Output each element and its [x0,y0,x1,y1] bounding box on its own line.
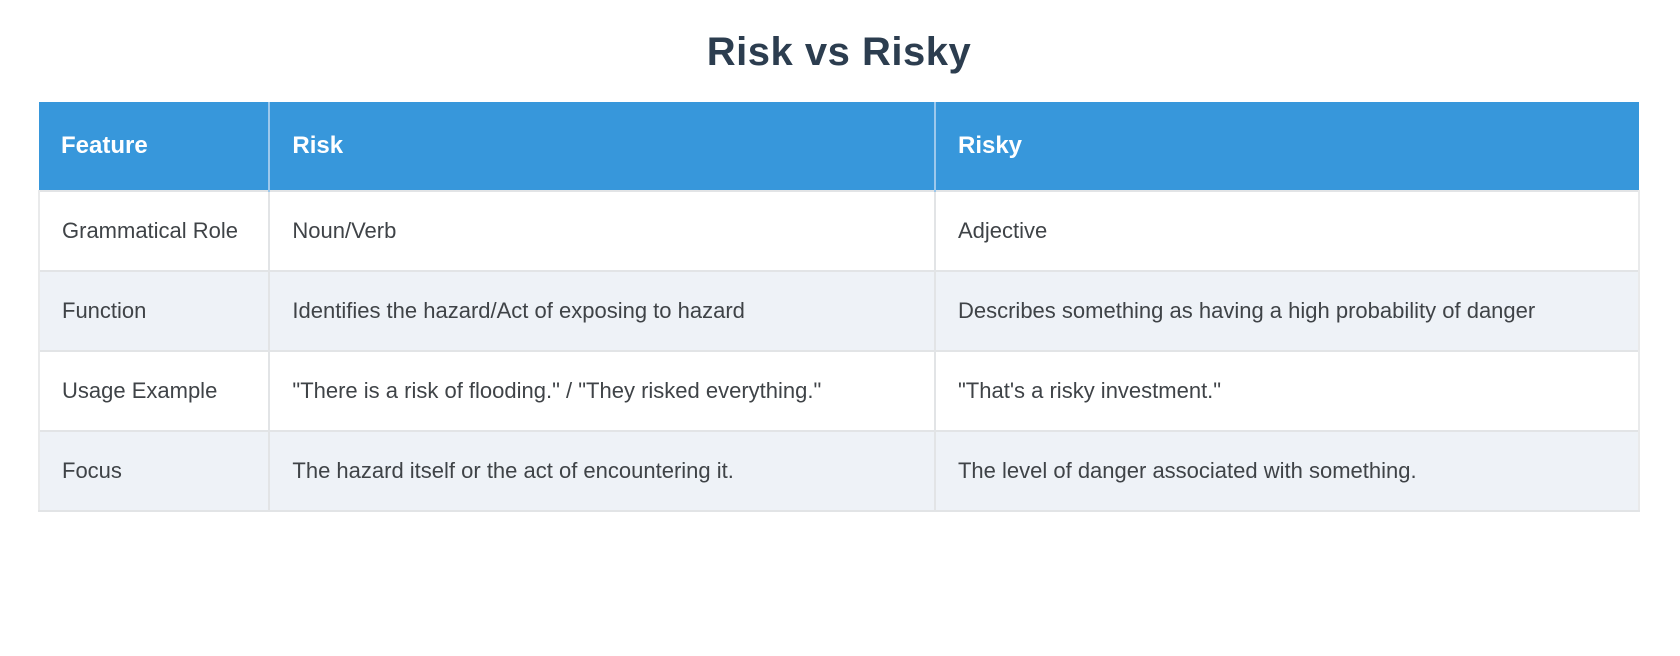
table-row-function: Function Identifies the hazard/Act of ex… [37,270,1641,351]
column-header-feature: Feature [39,102,270,191]
risky-cell: "That's a risky investment." [933,350,1641,431]
risky-cell: Adjective [933,190,1641,271]
table-row-focus: Focus The hazard itself or the act of en… [37,430,1641,512]
risk-cell: The hazard itself or the act of encounte… [268,430,935,512]
risk-cell: Noun/Verb [268,190,935,271]
column-header-risky: Risky [933,102,1639,191]
feature-cell: Grammatical Role [37,190,270,271]
table-row-usage-example: Usage Example "There is a risk of floodi… [37,350,1641,431]
risk-cell: "There is a risk of flooding." / "They r… [268,350,935,431]
feature-cell: Usage Example [37,350,270,431]
header-row: Feature Risk Risky [39,102,1639,191]
feature-cell: Focus [37,430,270,512]
risky-cell: Describes something as having a high pro… [933,270,1641,351]
risky-cell: The level of danger associated with some… [933,430,1641,512]
page: Risk vs Risky Feature Risk Risky Grammat… [37,30,1641,512]
feature-cell: Function [37,270,270,351]
table-row-grammatical-role: Grammatical Role Noun/Verb Adjective [37,190,1641,271]
comparison-table: Feature Risk Risky Grammatical Role Noun… [37,102,1641,512]
risk-cell: Identifies the hazard/Act of exposing to… [268,270,935,351]
column-header-risk: Risk [268,102,935,191]
page-title: Risk vs Risky [706,30,972,74]
